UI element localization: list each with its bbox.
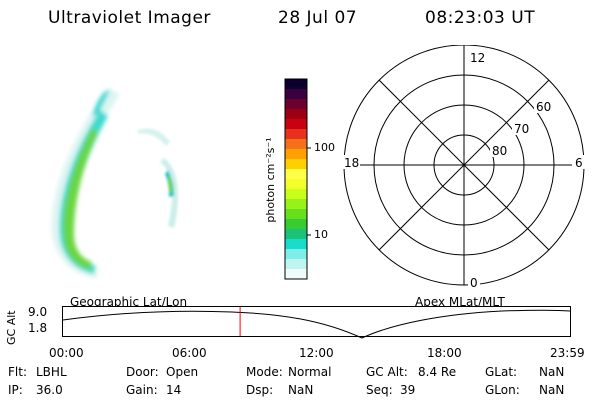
aurora-right-core — [168, 176, 172, 192]
label-bg — [572, 155, 586, 169]
status-dsp-label: Dsp: — [246, 383, 274, 397]
lat-label-80: 80 — [492, 144, 507, 158]
aurora-top-streak — [92, 90, 110, 116]
timeline-xtick-1: 06:00 — [172, 346, 207, 360]
gc-altitude-curve — [62, 309, 571, 339]
label-bg — [468, 275, 480, 289]
status-filter-label: Flt: — [8, 365, 27, 379]
status-glon: GLon: NaN — [485, 383, 564, 397]
timeline-left-title: Geographic Lat/Lon — [70, 295, 188, 309]
status-gain-value: 14 — [166, 383, 182, 397]
status-seq-value: 39 — [400, 383, 416, 397]
colorbar-tick-label-10: 10 — [314, 228, 328, 241]
colorbar-block — [285, 79, 307, 90]
colorbar-block — [285, 169, 307, 180]
clock-label-6: 6 — [575, 156, 583, 170]
status-door-label: Door: — [126, 365, 159, 379]
status-mode: Mode: Normal — [246, 365, 331, 379]
timeline-xtick-2: 12:00 — [299, 346, 334, 360]
timeline-xtick-0: 00:00 — [49, 346, 84, 360]
timeline-ytick-min: 1.8 — [28, 321, 48, 335]
auroral-image — [51, 88, 178, 278]
colorbar-block — [285, 149, 307, 160]
status-filter-value: LBHL — [36, 365, 67, 379]
timeline-right-title: Apex MLat/MLT — [415, 295, 505, 309]
status-glat-value: NaN — [539, 365, 565, 379]
colorbar-unit-label: photon cm⁻²s⁻¹ — [264, 137, 277, 222]
date-label: 28 Jul 07 — [278, 8, 358, 28]
status-glat-label: GLat: — [485, 365, 518, 379]
colorbar-frame — [284, 78, 308, 280]
colorbar: photon cm⁻²s⁻¹ — [264, 78, 311, 280]
colorbar-block — [285, 189, 307, 200]
instrument-title: Ultraviolet Imager — [48, 8, 211, 28]
colorbar-block — [285, 199, 307, 210]
status-ip-value: 36.0 — [36, 383, 63, 397]
label-bg — [468, 51, 486, 65]
status-gain-label: Gain: — [126, 383, 158, 397]
colorbar-block — [285, 269, 307, 280]
lat-label-60: 60 — [536, 100, 551, 114]
timeline-axis-title: GC Alt — [5, 310, 18, 345]
aurora-halo — [51, 88, 120, 278]
status-seq: Seq: 39 — [366, 383, 415, 397]
colorbar-block — [285, 99, 307, 110]
label-bg — [534, 99, 552, 113]
label-bg — [342, 155, 360, 169]
colorbar-block — [285, 119, 307, 130]
colorbar-block — [285, 219, 307, 230]
colorbar-block — [285, 249, 307, 260]
status-glon-label: GLon: — [485, 383, 520, 397]
status-filter: Flt: LBHL — [8, 365, 67, 379]
status-door-value: Open — [166, 365, 199, 379]
colorbar-block — [285, 229, 307, 240]
colorbar-block — [285, 129, 307, 140]
label-bg — [490, 143, 508, 157]
status-gc-alt: GC Alt: 8.4 Re — [366, 365, 456, 379]
status-dsp-value: NaN — [288, 383, 314, 397]
timeline-axis-title-wrap: GC Alt — [5, 305, 19, 345]
colorbar-block — [285, 239, 307, 250]
status-gain: Gain: 14 — [126, 383, 181, 397]
status-seq-label: Seq: — [366, 383, 393, 397]
status-gc-alt-label: GC Alt: — [366, 365, 408, 379]
status-mode-label: Mode: — [246, 365, 283, 379]
status-gc-alt-value: 8.4 Re — [418, 365, 457, 379]
timeline-xtick-3: 18:00 — [427, 346, 462, 360]
polar-plot: 12 18 6 0 60 70 80 — [342, 45, 586, 290]
time-label: 08:23:03 UT — [425, 8, 536, 28]
clock-label-18: 18 — [344, 156, 359, 170]
lat-label-70: 70 — [514, 122, 529, 136]
colorbar-tick-label-100: 100 — [314, 141, 335, 154]
status-dsp: Dsp: NaN — [246, 383, 313, 397]
polar-diagonal-2 — [378, 79, 550, 251]
colorbar-block — [285, 159, 307, 170]
clock-label-0: 0 — [470, 276, 478, 290]
colorbar-block — [285, 139, 307, 150]
status-ip: IP: 36.0 — [8, 383, 63, 397]
label-bg — [512, 121, 530, 135]
colorbar-block — [285, 109, 307, 120]
aurora-core — [63, 128, 98, 270]
colorbar-block — [285, 259, 307, 270]
timeline-plot — [62, 306, 571, 339]
timeline-ytick-max: 9.0 — [28, 305, 48, 319]
aurora-right-arc-halo — [160, 158, 178, 228]
colorbar-block — [285, 209, 307, 220]
status-glat: GLat: NaN — [485, 365, 564, 379]
status-glon-value: NaN — [539, 383, 565, 397]
colorbar-scale — [285, 79, 307, 280]
status-ip-label: IP: — [8, 383, 23, 397]
status-door: Door: Open — [126, 365, 198, 379]
status-mode-value: Normal — [288, 365, 332, 379]
colorbar-block — [285, 179, 307, 190]
colorbar-block — [285, 89, 307, 100]
aurora-faint-arc — [138, 128, 170, 146]
timeline-xtick-4: 23:59 — [550, 346, 585, 360]
clock-label-12: 12 — [470, 51, 485, 65]
